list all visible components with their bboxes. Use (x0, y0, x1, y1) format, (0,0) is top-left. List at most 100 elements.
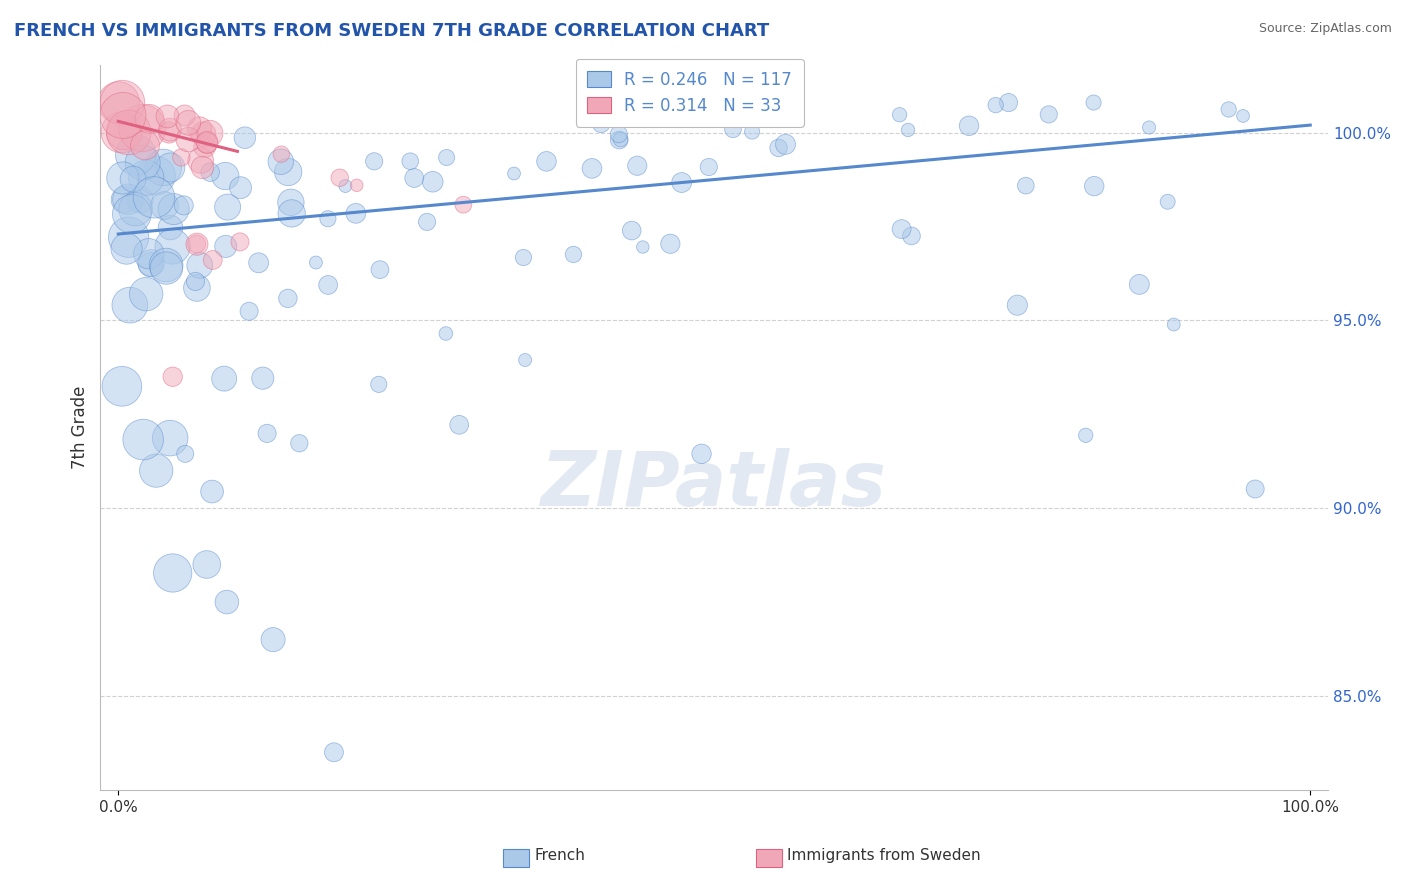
Point (697, 160, 720, 174)
Point (690, 447, 713, 461)
Point (201, 252, 224, 267)
Point (367, 377, 389, 392)
Point (191, 161, 214, 175)
Point (288, 436, 311, 450)
Point (118, 126, 141, 140)
Point (193, 127, 215, 141)
Point (659, 236, 682, 251)
Text: ZIPatlas: ZIPatlas (541, 449, 887, 523)
Point (217, 200, 239, 214)
Point (984, 98, 1007, 112)
Point (609, 132, 631, 146)
Point (159, 161, 181, 175)
Point (620, 223, 643, 237)
Point (316, 211, 339, 226)
Point (162, 369, 184, 384)
Point (233, 130, 256, 145)
Point (186, 281, 208, 295)
Point (277, 165, 299, 179)
Point (323, 745, 346, 759)
Point (1157, 194, 1180, 209)
Point (399, 154, 422, 169)
Point (139, 258, 162, 272)
Legend: R = 0.246   N = 117, R = 0.314   N = 33: R = 0.246 N = 117, R = 0.314 N = 33 (576, 59, 804, 127)
Point (145, 464, 167, 478)
Point (1015, 178, 1038, 193)
Point (131, 155, 153, 169)
Point (1074, 428, 1097, 442)
Point (111, 379, 134, 393)
Point (280, 195, 302, 210)
Point (344, 206, 367, 220)
Point (112, 193, 135, 207)
Point (125, 148, 148, 162)
Point (1007, 298, 1029, 312)
Point (201, 484, 224, 499)
Point (238, 304, 260, 318)
Text: French: French (534, 847, 585, 863)
Point (122, 172, 145, 186)
Point (121, 207, 143, 221)
Point (124, 202, 146, 216)
Point (157, 126, 180, 140)
Y-axis label: 7th Grade: 7th Grade (72, 385, 89, 469)
Point (215, 595, 238, 609)
Point (214, 169, 236, 183)
Point (153, 198, 176, 212)
Point (562, 247, 585, 261)
Point (631, 240, 654, 254)
Point (159, 431, 181, 445)
Point (503, 167, 526, 181)
Point (163, 202, 186, 216)
Point (138, 112, 160, 126)
Point (198, 126, 221, 140)
Point (134, 138, 156, 153)
Point (422, 175, 444, 189)
Point (363, 154, 385, 169)
Point (110, 125, 132, 139)
Point (145, 169, 167, 183)
Point (159, 122, 181, 136)
Point (889, 108, 911, 122)
Point (184, 274, 207, 288)
Point (513, 353, 536, 368)
Point (262, 632, 284, 647)
Point (449, 417, 471, 432)
Point (112, 125, 135, 139)
Point (591, 117, 613, 131)
Point (997, 95, 1019, 110)
Point (129, 193, 152, 207)
Point (329, 170, 352, 185)
Point (135, 287, 157, 301)
Point (162, 239, 184, 253)
Point (155, 258, 177, 272)
Point (277, 291, 299, 305)
Point (316, 277, 339, 292)
Point (404, 171, 426, 186)
Point (188, 122, 211, 136)
Point (117, 193, 139, 207)
Point (434, 326, 457, 341)
Point (195, 136, 218, 150)
Point (678, 112, 700, 127)
Point (1083, 179, 1105, 194)
Point (186, 237, 208, 252)
Point (626, 159, 648, 173)
Point (198, 165, 221, 179)
Point (186, 237, 208, 252)
Point (890, 222, 912, 236)
Point (138, 246, 160, 260)
Point (536, 154, 558, 169)
Point (270, 147, 292, 161)
Text: FRENCH VS IMMIGRANTS FROM SWEDEN 7TH GRADE CORRELATION CHART: FRENCH VS IMMIGRANTS FROM SWEDEN 7TH GRA… (14, 22, 769, 40)
Text: Source: ZipAtlas.com: Source: ZipAtlas.com (1258, 22, 1392, 36)
Point (581, 161, 603, 176)
Point (1232, 109, 1254, 123)
Point (195, 136, 218, 150)
Point (115, 242, 138, 256)
Point (607, 128, 630, 142)
Point (155, 261, 177, 276)
Point (229, 180, 252, 194)
Point (159, 220, 181, 235)
Point (156, 109, 179, 123)
